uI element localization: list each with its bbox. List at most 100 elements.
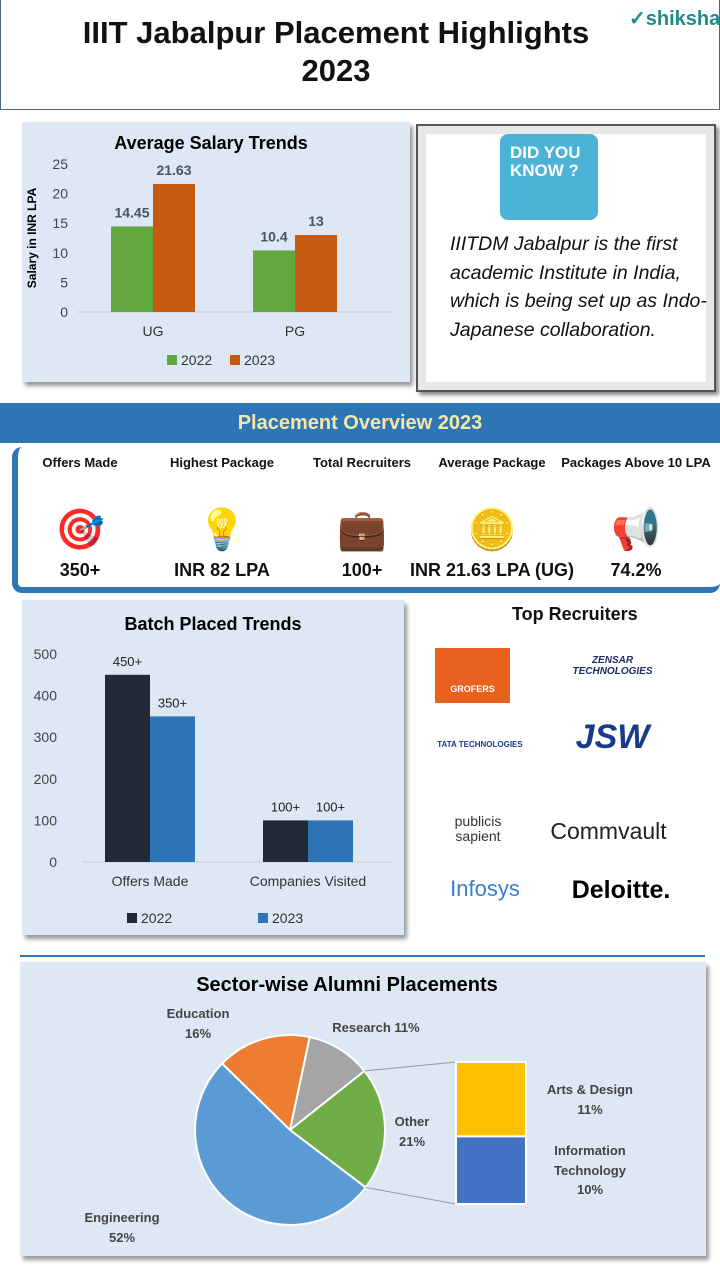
pie-chart-panel: Sector-wise Alumni Placements Education 16… bbox=[20, 962, 706, 1256]
bar-2023-companies-visited bbox=[308, 820, 353, 862]
logo-commvault: Commvault bbox=[550, 818, 667, 844]
bar-2022-pg bbox=[253, 250, 295, 312]
stat-label: Total Recruiters bbox=[312, 455, 411, 470]
stat-card: Average Package 🪙 INR 21.63 LPA (UG) bbox=[402, 447, 582, 581]
y-tick-label: 400 bbox=[34, 688, 58, 704]
bar-2023-offers-made bbox=[150, 716, 195, 862]
logo-jsw: JSW bbox=[575, 718, 650, 756]
y-tick-label: 20 bbox=[52, 186, 68, 202]
logo-publicis-sapient: publicis sapient bbox=[454, 813, 502, 844]
legend-label: 2022 bbox=[181, 352, 212, 368]
slice-name: Education bbox=[167, 1006, 230, 1021]
y-tick-label: 500 bbox=[34, 646, 58, 662]
y-tick-label: 100 bbox=[34, 812, 58, 828]
batch-chart: Batch Placed Trends 0 100 200 300 400 500 Offer… bbox=[34, 614, 392, 926]
salary-chart-panel: Average Salary Trends Salary in INR LPA 0 5… bbox=[22, 122, 410, 382]
y-axis-label: Salary in INR LPA bbox=[25, 187, 39, 288]
y-tick-label: 300 bbox=[34, 729, 58, 745]
data-label: 350+ bbox=[158, 695, 187, 710]
data-label: 14.45 bbox=[114, 204, 149, 220]
y-tick-label: 200 bbox=[34, 771, 58, 787]
header: IIIT Jabalpur Placement Highlights 2023 … bbox=[0, 0, 720, 110]
slice-label: Research 11% bbox=[332, 1020, 420, 1035]
breakdown-percent: 10% bbox=[577, 1182, 603, 1197]
stat-value: 100+ bbox=[341, 560, 383, 580]
data-label: 100+ bbox=[271, 799, 300, 814]
sector-pie-chart: Sector-wise Alumni Placements Education 16… bbox=[84, 974, 633, 1245]
x-tick-label: Offers Made bbox=[112, 873, 189, 889]
divider bbox=[20, 955, 705, 957]
x-tick-label: Companies Visited bbox=[250, 873, 366, 889]
pie-slice-research bbox=[288, 1035, 366, 1133]
pie-slice-education bbox=[220, 1034, 311, 1132]
logo-deloitte: Deloitte. bbox=[571, 876, 671, 904]
slice-percent: 16% bbox=[185, 1026, 211, 1041]
breakdown-bar-1 bbox=[455, 1135, 527, 1205]
slice-name: Research bbox=[332, 1020, 391, 1035]
legend-swatch bbox=[167, 355, 177, 365]
salary-chart: Average Salary Trends Salary in INR LPA 0 5… bbox=[25, 133, 392, 368]
chart-title: Average Salary Trends bbox=[114, 133, 307, 153]
breakdown-bar-0 bbox=[455, 1061, 527, 1138]
stat-card: Highest Package 💡 INR 82 LPA bbox=[132, 447, 312, 581]
batch-chart-panel: Batch Placed Trends 0 100 200 300 400 500 Offer… bbox=[22, 600, 404, 935]
y-tick-label: 10 bbox=[52, 245, 68, 261]
stat-value: 350+ bbox=[59, 560, 101, 580]
breakdown-name-line1: Information bbox=[554, 1143, 626, 1158]
coins-icon: 🪙 bbox=[467, 508, 517, 552]
stat-label: Packages Above 10 LPA bbox=[561, 455, 711, 470]
overview-banner: Placement Overview 2023 bbox=[0, 403, 720, 443]
bar-2022-companies-visited bbox=[263, 820, 308, 862]
slice-percent: 21% bbox=[399, 1134, 425, 1149]
logo-grofers: GROFERS bbox=[435, 648, 510, 703]
y-tick-label: 0 bbox=[49, 854, 57, 870]
stat-label: Offers Made bbox=[42, 455, 118, 470]
bar-2023-pg bbox=[295, 235, 337, 312]
bar-2023-ug bbox=[153, 183, 195, 312]
x-tick-label: PG bbox=[285, 323, 305, 339]
pie-slice-other bbox=[288, 1069, 386, 1189]
megaphone-icon: 📢 bbox=[611, 508, 661, 552]
y-tick-label: 15 bbox=[52, 215, 68, 231]
stat-card: Packages Above 10 LPA 📢 74.2% bbox=[546, 447, 720, 581]
stat-label: Average Package bbox=[438, 455, 546, 470]
data-label: 100+ bbox=[316, 799, 345, 814]
connector-line bbox=[364, 1061, 457, 1072]
briefcase-icon: 💼 bbox=[337, 508, 387, 552]
slice-name: Engineering bbox=[84, 1210, 159, 1225]
breakdown-name-line2: Technology bbox=[554, 1163, 627, 1178]
y-tick-label: 0 bbox=[60, 304, 68, 320]
recruiters-title: Top Recruiters bbox=[512, 604, 638, 624]
stat-card: Offers Made 🎯 350+ bbox=[0, 447, 170, 581]
data-label: 13 bbox=[308, 213, 324, 229]
breakdown-name: Arts & Design bbox=[547, 1082, 633, 1097]
logo-text: shiksha bbox=[645, 8, 720, 30]
legend-swatch bbox=[230, 355, 240, 365]
bar-2022-offers-made bbox=[105, 674, 150, 862]
did-you-know-box: DID YOU KNOW ? IIITDM Jabalpur is the fi… bbox=[416, 124, 716, 392]
connector-line bbox=[365, 1186, 457, 1205]
logo-zensar: ZENSAR TECHNOLOGIES bbox=[572, 655, 653, 677]
shiksha-logo: ✓shiksha bbox=[629, 8, 720, 30]
slice-percent: 11% bbox=[394, 1020, 420, 1035]
legend-swatch bbox=[258, 913, 268, 923]
bar-2022-ug bbox=[111, 226, 153, 312]
did-you-know-badge: DID YOU KNOW ? bbox=[500, 134, 598, 220]
stat-value: INR 21.63 LPA (UG) bbox=[409, 560, 575, 580]
legend-swatch bbox=[127, 913, 137, 923]
y-tick-label: 25 bbox=[52, 156, 68, 172]
x-tick-label: UG bbox=[143, 323, 164, 339]
data-label: 10.4 bbox=[260, 228, 287, 244]
logo-infosys: Infosys bbox=[450, 876, 520, 901]
slice-name: Other bbox=[395, 1114, 430, 1129]
legend-label: 2022 bbox=[141, 910, 172, 926]
lightbulb-icon: 💡 bbox=[197, 508, 247, 552]
chart-title: Sector-wise Alumni Placements bbox=[196, 974, 498, 996]
breakdown-percent: 11% bbox=[577, 1102, 603, 1117]
y-tick-label: 5 bbox=[60, 274, 68, 290]
stat-value: 74.2% bbox=[610, 560, 662, 580]
logo-tata-technologies: TATA TECHNOLOGIES bbox=[437, 740, 523, 749]
page-title: IIIT Jabalpur Placement Highlights 2023 bbox=[82, 15, 590, 88]
stat-value: INR 82 LPA bbox=[174, 560, 270, 580]
chart-title: Batch Placed Trends bbox=[124, 614, 301, 634]
